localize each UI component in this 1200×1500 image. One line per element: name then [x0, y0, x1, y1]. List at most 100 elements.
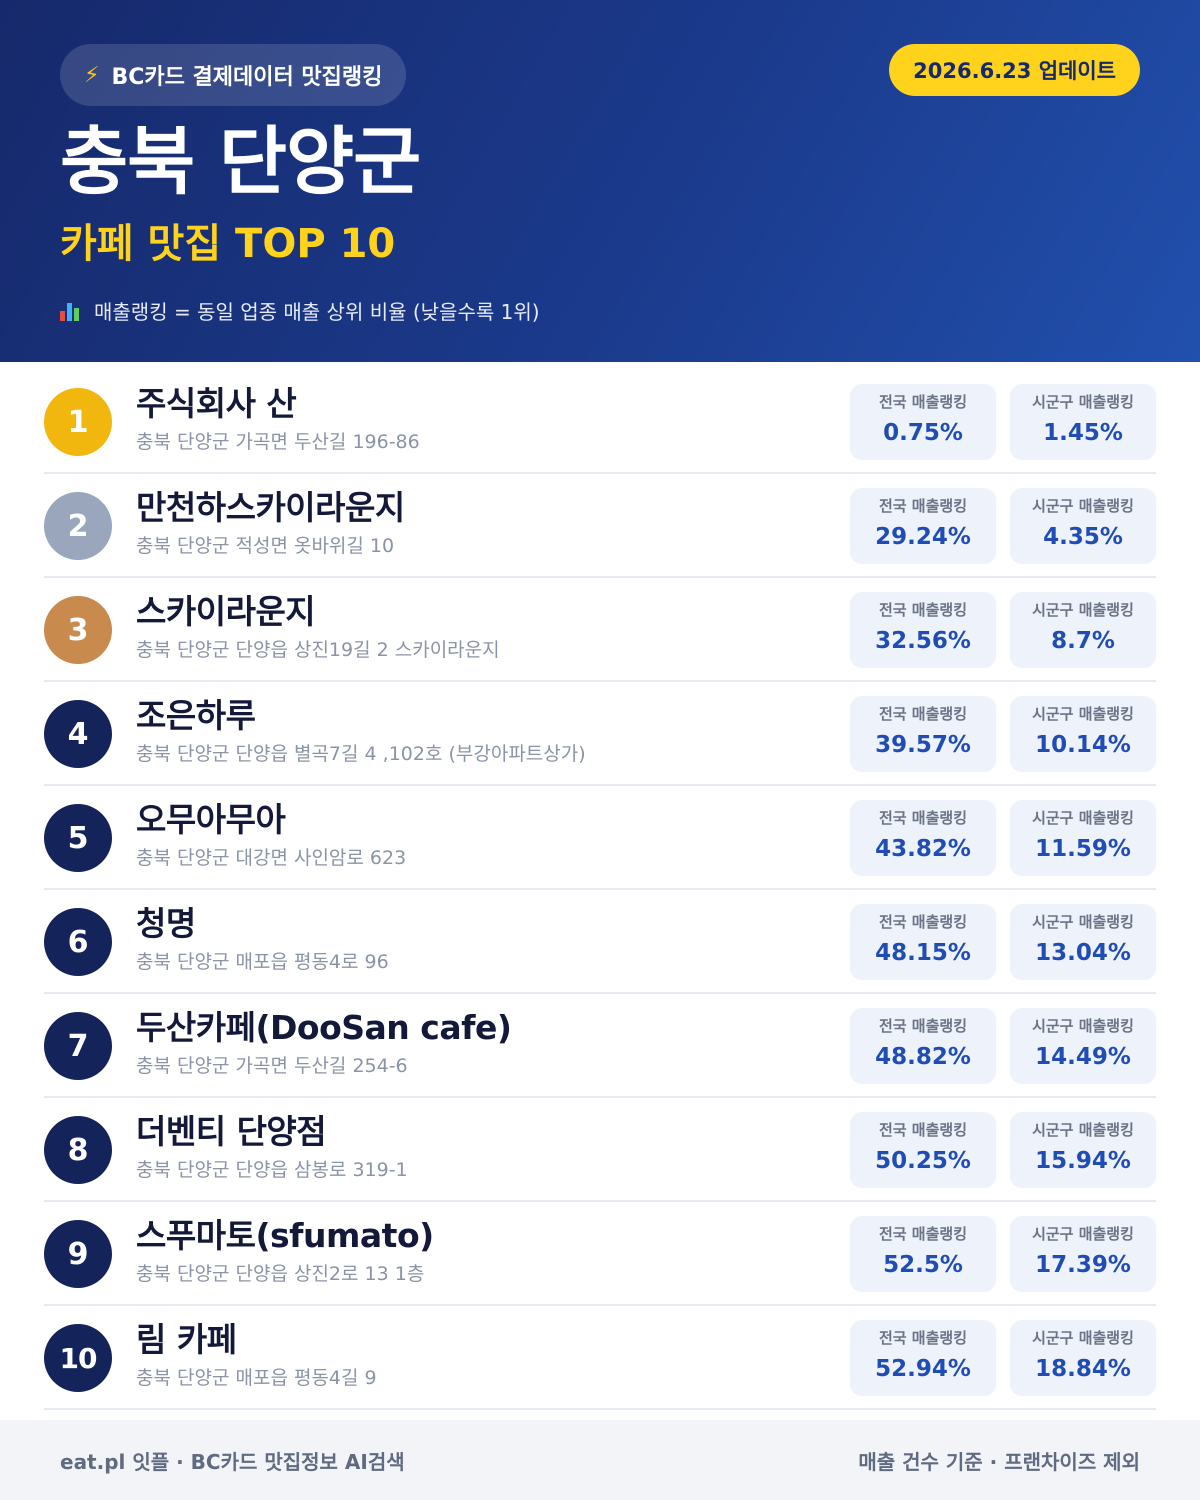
footer: eat.pl 잇플 · BC카드 맛집정보 AI검색 매출 건수 기준 · 프랜… [0, 1420, 1200, 1500]
local-ranking-value: 15.94% [1035, 1148, 1131, 1174]
local-ranking-box: 시군구 매출랭킹 13.04% [1010, 904, 1156, 980]
national-ranking-label: 전국 매출랭킹 [878, 1225, 968, 1243]
local-ranking-label: 시군구 매출랭킹 [1032, 601, 1134, 619]
lightning-icon: ⚡ [84, 62, 100, 88]
local-ranking-value: 14.49% [1035, 1044, 1131, 1070]
national-ranking-label: 전국 매출랭킹 [878, 1017, 968, 1035]
header-banner: ⚡ BC카드 결제데이터 맛집랭킹 2026.6.23 업데이트 충북 단양군 … [0, 0, 1200, 362]
national-ranking-box: 전국 매출랭킹 29.24% [850, 488, 996, 564]
national-ranking-label: 전국 매출랭킹 [878, 809, 968, 827]
store-name: 주식회사 산 [136, 384, 297, 423]
store-address: 충북 단양군 매포읍 평동4길 9 [136, 1367, 377, 1389]
national-ranking-label: 전국 매출랭킹 [878, 393, 968, 411]
national-ranking-box: 전국 매출랭킹 32.56% [850, 592, 996, 668]
list-item[interactable]: 4 조은하루 충북 단양군 단양읍 별곡7길 4 ,102호 (부강아파트상가)… [44, 682, 1156, 786]
source-label: BC카드 결제데이터 맛집랭킹 [111, 65, 383, 90]
local-ranking-label: 시군구 매출랭킹 [1032, 497, 1134, 515]
local-ranking-value: 1.45% [1043, 420, 1123, 446]
region-title: 충북 단양군 [60, 119, 421, 205]
national-ranking-box: 전국 매출랭킹 48.82% [850, 1008, 996, 1084]
local-ranking-box: 시군구 매출랭킹 14.49% [1010, 1008, 1156, 1084]
source-badge: ⚡ BC카드 결제데이터 맛집랭킹 [60, 44, 407, 106]
national-ranking-value: 39.57% [875, 732, 971, 758]
national-ranking-label: 전국 매출랭킹 [878, 497, 968, 515]
ranking-legend: 매출랭킹 = 동일 업종 매출 상위 비율 (낮을수록 1위) [60, 296, 540, 325]
list-item[interactable]: 8 더벤티 단양점 충북 단양군 단양읍 삼봉로 319-1 전국 매출랭킹 5… [44, 1098, 1156, 1202]
local-ranking-value: 8.7% [1051, 628, 1115, 654]
local-ranking-box: 시군구 매출랭킹 10.14% [1010, 696, 1156, 772]
local-ranking-value: 4.35% [1043, 524, 1123, 550]
store-address: 충북 단양군 매포읍 평동4로 96 [136, 951, 389, 973]
local-ranking-value: 11.59% [1035, 836, 1131, 862]
legend-text: 매출랭킹 = 동일 업종 매출 상위 비율 (낮을수록 1위) [94, 300, 540, 324]
rank-badge: 9 [44, 1220, 112, 1288]
list-item[interactable]: 7 두산카페(DooSan cafe) 충북 단양군 가곡면 두산길 254-6… [44, 994, 1156, 1098]
local-ranking-label: 시군구 매출랭킹 [1032, 393, 1134, 411]
national-ranking-value: 48.82% [875, 1044, 971, 1070]
rank-badge: 1 [44, 388, 112, 456]
rank-badge: 5 [44, 804, 112, 872]
category-subtitle: 카페 맛집 TOP 10 [60, 221, 396, 267]
rank-badge: 6 [44, 908, 112, 976]
bar-chart-icon [60, 301, 82, 321]
local-ranking-label: 시군구 매출랭킹 [1032, 809, 1134, 827]
national-ranking-value: 0.75% [883, 420, 963, 446]
list-item[interactable]: 9 스푸마토(sfumato) 충북 단양군 단양읍 상진2로 13 1층 전국… [44, 1202, 1156, 1306]
local-ranking-box: 시군구 매출랭킹 15.94% [1010, 1112, 1156, 1188]
store-address: 충북 단양군 적성면 옷바위길 10 [136, 535, 395, 557]
store-name: 오무아무아 [136, 800, 286, 839]
national-ranking-box: 전국 매출랭킹 48.15% [850, 904, 996, 980]
footer-source[interactable]: eat.pl 잇플 · BC카드 맛집정보 AI검색 [60, 1449, 405, 1474]
national-ranking-label: 전국 매출랭킹 [878, 601, 968, 619]
list-item[interactable]: 10 림 카페 충북 단양군 매포읍 평동4길 9 전국 매출랭킹 52.94%… [44, 1306, 1156, 1410]
national-ranking-label: 전국 매출랭킹 [878, 1121, 968, 1139]
store-name: 두산카페(DooSan cafe) [136, 1008, 512, 1047]
national-ranking-box: 전국 매출랭킹 43.82% [850, 800, 996, 876]
local-ranking-box: 시군구 매출랭킹 8.7% [1010, 592, 1156, 668]
list-item[interactable]: 5 오무아무아 충북 단양군 대강면 사인암로 623 전국 매출랭킹 43.8… [44, 786, 1156, 890]
rank-badge: 2 [44, 492, 112, 560]
local-ranking-box: 시군구 매출랭킹 11.59% [1010, 800, 1156, 876]
national-ranking-value: 52.5% [883, 1252, 963, 1278]
local-ranking-value: 13.04% [1035, 940, 1131, 966]
ranking-list: 1 주식회사 산 충북 단양군 가곡면 두산길 196-86 전국 매출랭킹 0… [44, 370, 1156, 1410]
local-ranking-label: 시군구 매출랭킹 [1032, 1121, 1134, 1139]
list-item[interactable]: 1 주식회사 산 충북 단양군 가곡면 두산길 196-86 전국 매출랭킹 0… [44, 370, 1156, 474]
rank-badge: 4 [44, 700, 112, 768]
update-date-badge: 2026.6.23 업데이트 [889, 44, 1140, 96]
local-ranking-label: 시군구 매출랭킹 [1032, 913, 1134, 931]
local-ranking-label: 시군구 매출랭킹 [1032, 705, 1134, 723]
national-ranking-value: 52.94% [875, 1356, 971, 1382]
national-ranking-box: 전국 매출랭킹 52.94% [850, 1320, 996, 1396]
rank-badge: 10 [44, 1324, 112, 1392]
national-ranking-value: 43.82% [875, 836, 971, 862]
store-name: 조은하루 [136, 696, 256, 735]
store-name: 청명 [136, 904, 196, 943]
store-address: 충북 단양군 단양읍 상진2로 13 1층 [136, 1263, 425, 1285]
store-address: 충북 단양군 가곡면 두산길 196-86 [136, 431, 420, 453]
local-ranking-label: 시군구 매출랭킹 [1032, 1017, 1134, 1035]
national-ranking-box: 전국 매출랭킹 0.75% [850, 384, 996, 460]
local-ranking-box: 시군구 매출랭킹 17.39% [1010, 1216, 1156, 1292]
local-ranking-label: 시군구 매출랭킹 [1032, 1329, 1134, 1347]
rank-badge: 3 [44, 596, 112, 664]
store-name: 더벤티 단양점 [136, 1112, 327, 1151]
store-address: 충북 단양군 단양읍 상진19길 2 스카이라운지 [136, 639, 500, 661]
list-item[interactable]: 2 만천하스카이라운지 충북 단양군 적성면 옷바위길 10 전국 매출랭킹 2… [44, 474, 1156, 578]
national-ranking-value: 32.56% [875, 628, 971, 654]
local-ranking-box: 시군구 매출랭킹 4.35% [1010, 488, 1156, 564]
national-ranking-value: 48.15% [875, 940, 971, 966]
store-address: 충북 단양군 단양읍 별곡7길 4 ,102호 (부강아파트상가) [136, 743, 586, 765]
list-item[interactable]: 3 스카이라운지 충북 단양군 단양읍 상진19길 2 스카이라운지 전국 매출… [44, 578, 1156, 682]
national-ranking-box: 전국 매출랭킹 39.57% [850, 696, 996, 772]
national-ranking-label: 전국 매출랭킹 [878, 705, 968, 723]
list-item[interactable]: 6 청명 충북 단양군 매포읍 평동4로 96 전국 매출랭킹 48.15% 시… [44, 890, 1156, 994]
national-ranking-label: 전국 매출랭킹 [878, 1329, 968, 1347]
national-ranking-box: 전국 매출랭킹 52.5% [850, 1216, 996, 1292]
national-ranking-box: 전국 매출랭킹 50.25% [850, 1112, 996, 1188]
local-ranking-value: 17.39% [1035, 1252, 1131, 1278]
local-ranking-value: 18.84% [1035, 1356, 1131, 1382]
national-ranking-value: 50.25% [875, 1148, 971, 1174]
store-name: 스푸마토(sfumato) [136, 1216, 434, 1255]
national-ranking-value: 29.24% [875, 524, 971, 550]
